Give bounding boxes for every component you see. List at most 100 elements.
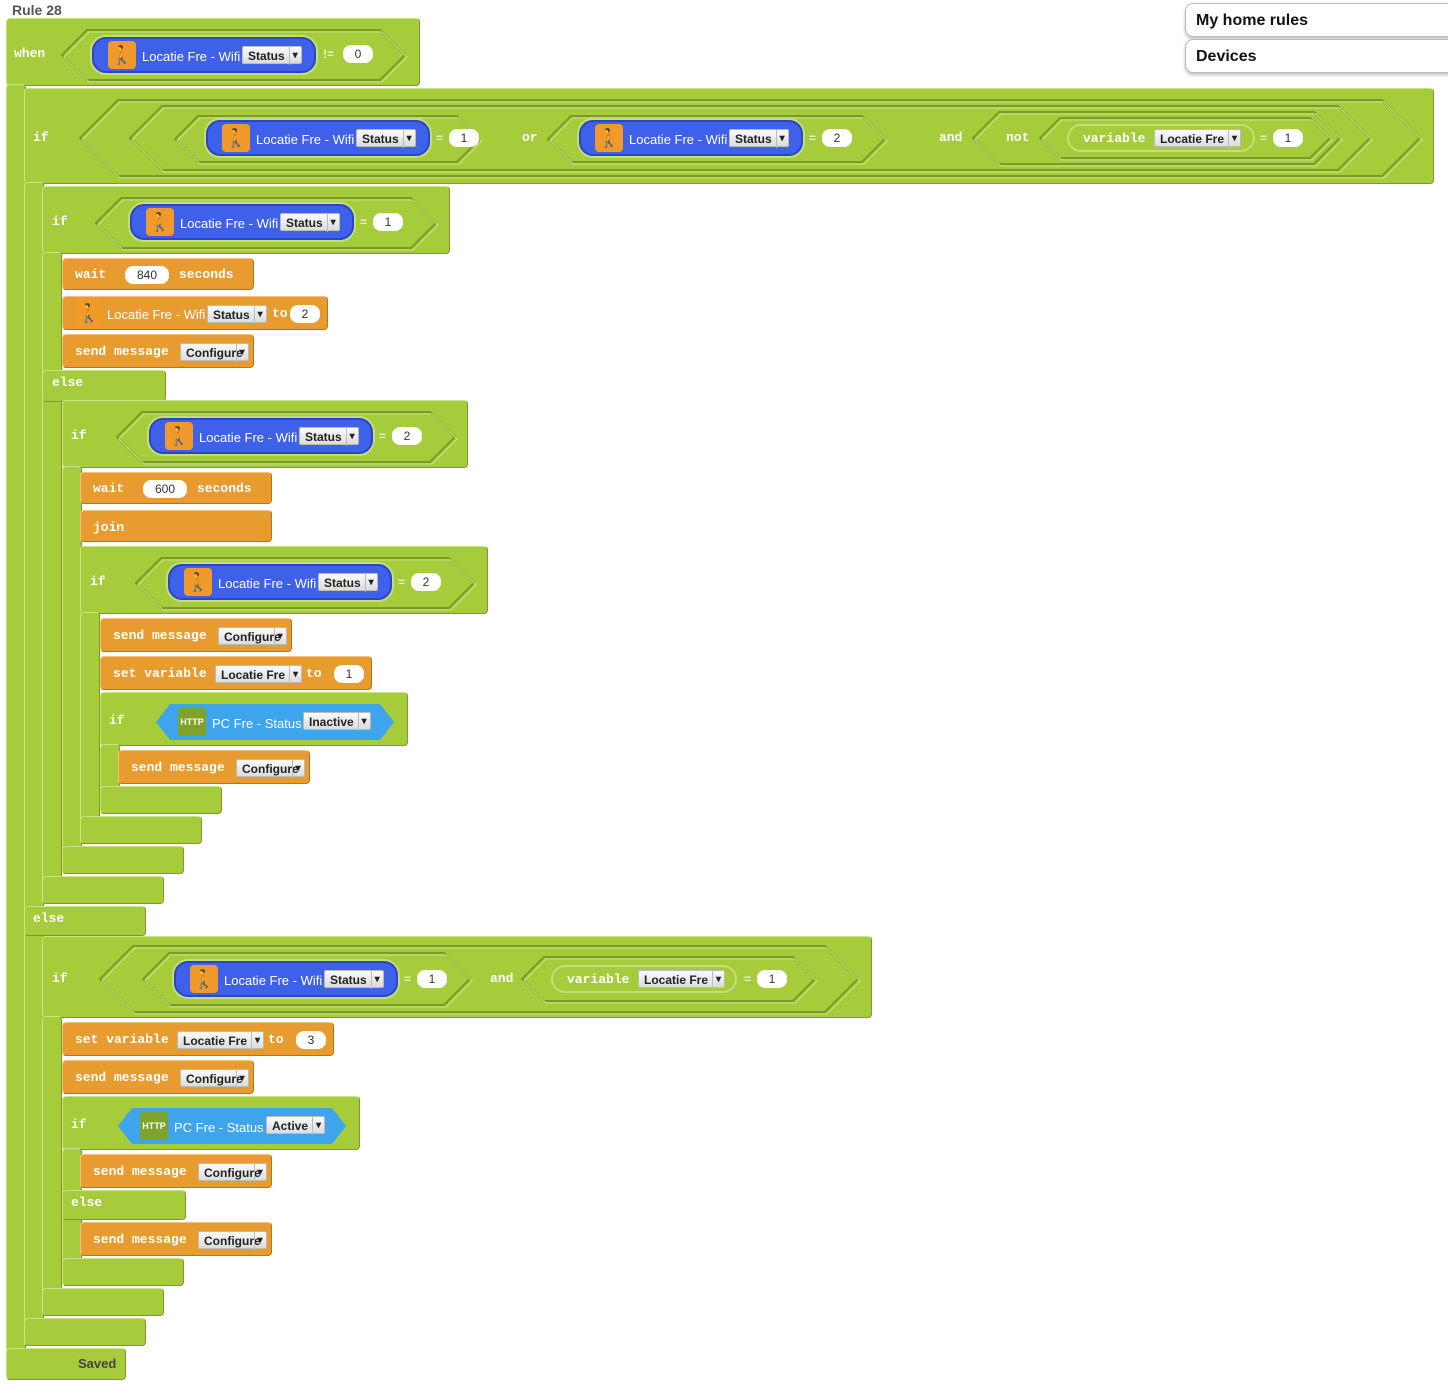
device-name: Locatie Fre - Wifi bbox=[142, 49, 241, 64]
variable-dropdown[interactable]: Locatie Fre bbox=[1154, 129, 1242, 148]
set-variable-label: set variable bbox=[75, 1032, 169, 1047]
not-label: not bbox=[1006, 130, 1030, 145]
http-device-name: PC Fre - Status bbox=[212, 716, 302, 731]
condition-value-input[interactable]: 1 bbox=[373, 213, 403, 231]
set-variable-block[interactable]: set variable Locatie Fre to 1 bbox=[100, 656, 372, 690]
send-message-block[interactable]: send message Configure bbox=[80, 1222, 272, 1256]
condition-value-input[interactable]: 2 bbox=[392, 427, 422, 445]
wait-seconds-input[interactable]: 840 bbox=[125, 266, 169, 284]
device-name: Locatie Fre - Wifi bbox=[180, 216, 279, 231]
http-device-name: PC Fre - Status bbox=[174, 1120, 264, 1135]
if-block-2-footer bbox=[62, 846, 184, 874]
if-block-outer-else bbox=[24, 906, 146, 936]
when-value-input[interactable]: 0 bbox=[343, 45, 373, 63]
send-message-label: send message bbox=[93, 1232, 187, 1247]
set-variable-value-input[interactable]: 1 bbox=[334, 665, 364, 683]
message-dropdown[interactable]: Configure bbox=[236, 759, 305, 778]
variable-dropdown[interactable]: Locatie Fre bbox=[638, 970, 726, 989]
device-sensor-block[interactable]: 🚶 Locatie Fre - Wifi Status bbox=[130, 204, 354, 240]
device-sensor-block[interactable]: 🚶 Locatie Fre - Wifi Status bbox=[174, 961, 398, 997]
nav-my-home-rules[interactable]: My home rules bbox=[1185, 3, 1448, 37]
variable-block[interactable]: variable Locatie Fre bbox=[1067, 124, 1255, 152]
property-dropdown[interactable]: Status bbox=[318, 573, 378, 592]
wait-label: wait bbox=[75, 267, 107, 282]
device-sensor-block[interactable]: 🚶 Locatie Fre - Wifi Status bbox=[168, 564, 392, 600]
send-message-block[interactable]: send message Configure bbox=[100, 618, 292, 652]
message-dropdown[interactable]: Configure bbox=[218, 627, 287, 646]
equals-operator: = bbox=[1260, 131, 1268, 145]
walking-person-icon: 🚶 bbox=[222, 124, 250, 152]
if-label: if bbox=[52, 971, 68, 986]
device-name: Locatie Fre - Wifi bbox=[199, 430, 298, 445]
http-icon: HTTP bbox=[140, 1112, 168, 1140]
send-message-block[interactable]: send message Configure bbox=[62, 1060, 254, 1094]
variable-label: variable bbox=[1083, 131, 1146, 146]
if-block-outer-spine bbox=[24, 182, 44, 1346]
to-label: to bbox=[306, 666, 322, 681]
join-block[interactable]: join bbox=[80, 510, 272, 542]
if-label: if bbox=[90, 574, 106, 589]
send-message-label: send message bbox=[113, 628, 207, 643]
send-message-block[interactable]: send message Configure bbox=[62, 334, 254, 368]
equals-operator: = bbox=[744, 972, 752, 986]
device-sensor-block[interactable]: 🚶 Locatie Fre - Wifi Status bbox=[149, 418, 373, 454]
property-dropdown[interactable]: Status bbox=[729, 129, 789, 148]
send-message-block[interactable]: send message Configure bbox=[80, 1154, 272, 1188]
seconds-label: seconds bbox=[197, 481, 252, 496]
wait-seconds-input[interactable]: 600 bbox=[143, 480, 187, 498]
device-sensor-block[interactable]: 🚶 Locatie Fre - Wifi Status bbox=[206, 120, 430, 156]
if-block-6-footer bbox=[62, 1258, 184, 1286]
condition-value-input[interactable]: 1 bbox=[1273, 129, 1303, 147]
set-device-value-input[interactable]: 2 bbox=[290, 305, 320, 323]
property-dropdown[interactable]: Status bbox=[242, 46, 302, 65]
walking-person-icon: 🚶 bbox=[595, 124, 623, 152]
if-block-5-spine bbox=[42, 1016, 62, 1316]
http-sensor-block[interactable]: HTTP PC Fre - Status Active bbox=[118, 1108, 346, 1144]
http-status-dropdown[interactable]: Active bbox=[266, 1116, 325, 1134]
condition-value-input[interactable]: 1 bbox=[757, 970, 787, 988]
device-sensor-block[interactable]: 🚶 Locatie Fre - Wifi Status bbox=[92, 37, 316, 73]
property-dropdown[interactable]: Status bbox=[324, 970, 384, 989]
if-block-2-spine bbox=[62, 466, 82, 874]
condition-value-input[interactable]: 1 bbox=[449, 129, 479, 147]
condition-value-input[interactable]: 1 bbox=[417, 970, 447, 988]
send-message-block[interactable]: send message Configure bbox=[118, 750, 310, 784]
rule-title: Rule 28 bbox=[12, 2, 62, 18]
condition-value-input[interactable]: 2 bbox=[822, 129, 852, 147]
wait-block[interactable]: wait 600 seconds bbox=[80, 472, 272, 504]
set-variable-label: set variable bbox=[113, 666, 207, 681]
nav-devices[interactable]: Devices bbox=[1185, 39, 1448, 73]
http-sensor-block[interactable]: HTTP PC Fre - Status Inactive bbox=[156, 704, 394, 740]
device-name: Locatie Fre - Wifi bbox=[224, 973, 323, 988]
if-block-6-else bbox=[62, 1190, 186, 1220]
to-label: to bbox=[268, 1032, 284, 1047]
http-status-dropdown[interactable]: Inactive bbox=[303, 712, 371, 730]
if-block-3-spine bbox=[80, 612, 100, 844]
message-dropdown[interactable]: Configure bbox=[198, 1163, 267, 1182]
if-block-5-footer bbox=[42, 1288, 164, 1316]
when-label: when bbox=[14, 46, 46, 61]
equals-operator: = bbox=[404, 972, 412, 986]
variable-dropdown[interactable]: Locatie Fre bbox=[177, 1031, 265, 1050]
when-block-spine bbox=[6, 84, 26, 1380]
set-variable-block[interactable]: set variable Locatie Fre to 3 bbox=[62, 1022, 334, 1056]
variable-block[interactable]: variable Locatie Fre bbox=[551, 965, 737, 993]
wait-block[interactable]: wait 840 seconds bbox=[62, 258, 254, 290]
property-dropdown[interactable]: Status bbox=[207, 305, 267, 324]
condition-value-input[interactable]: 2 bbox=[411, 573, 441, 591]
set-variable-value-input[interactable]: 3 bbox=[296, 1031, 326, 1049]
property-dropdown[interactable]: Status bbox=[299, 427, 359, 446]
variable-dropdown[interactable]: Locatie Fre bbox=[215, 665, 303, 684]
equals-operator: = bbox=[809, 131, 817, 145]
device-sensor-block[interactable]: 🚶 Locatie Fre - Wifi Status bbox=[579, 120, 803, 156]
walking-person-icon: 🚶 bbox=[165, 422, 193, 450]
property-dropdown[interactable]: Status bbox=[280, 213, 340, 232]
message-dropdown[interactable]: Configure bbox=[180, 343, 249, 362]
walking-person-icon: 🚶 bbox=[75, 299, 103, 327]
or-label: or bbox=[522, 130, 538, 145]
message-dropdown[interactable]: Configure bbox=[180, 1069, 249, 1088]
property-dropdown[interactable]: Status bbox=[356, 129, 416, 148]
set-device-block[interactable]: 🚶 Locatie Fre - Wifi Status to 2 bbox=[62, 296, 328, 330]
send-message-label: send message bbox=[131, 760, 225, 775]
message-dropdown[interactable]: Configure bbox=[198, 1231, 267, 1250]
